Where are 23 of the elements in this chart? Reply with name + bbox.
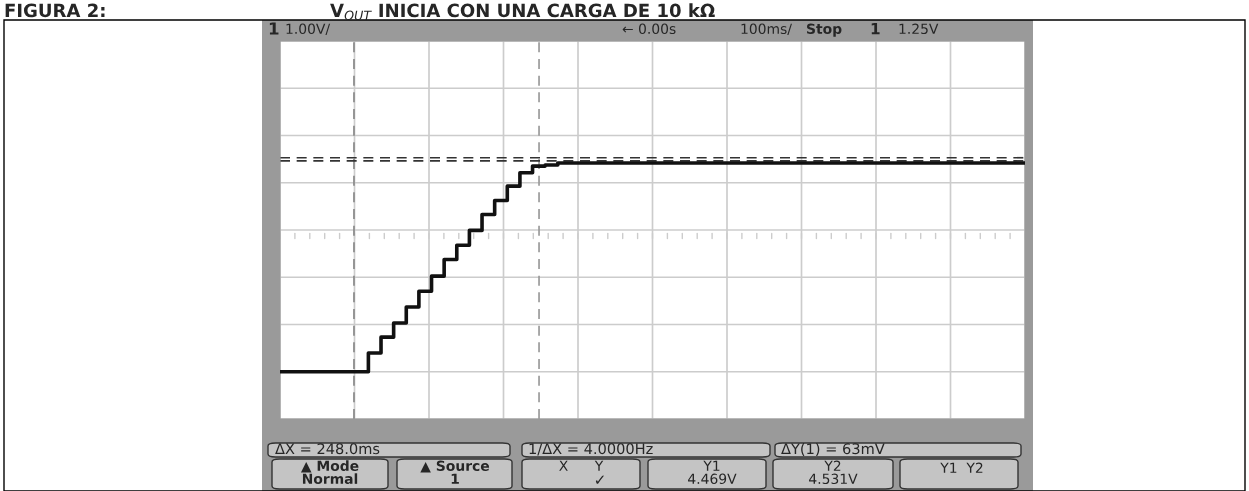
text: ▲ Source xyxy=(420,460,490,473)
text: ΔX = 248.0ms xyxy=(275,443,380,455)
text: 1.25V xyxy=(899,23,939,35)
text: Stop xyxy=(807,23,842,37)
text: X Y xyxy=(559,460,604,471)
text: 1/ΔX = 4.0000Hz xyxy=(529,443,653,456)
text: Normal xyxy=(302,473,358,485)
text: 1.00V/ xyxy=(286,23,331,36)
text: ▲ Mode xyxy=(300,460,359,473)
chart-subtitle: V$_{OUT}$ INICIA CON UNA CARGA DE 10 kΩ xyxy=(330,3,715,21)
text: ✓ xyxy=(595,475,604,484)
text: 4.469V xyxy=(688,473,737,485)
text: Y2 xyxy=(824,460,841,471)
text: ΔY(1) = 63mV xyxy=(781,442,885,456)
text: 4.531V xyxy=(809,473,858,485)
text: Y1 xyxy=(703,460,720,471)
text: 100ms/ xyxy=(741,23,792,36)
text: Y1 Y2 xyxy=(940,462,983,473)
text: ← 0.00s xyxy=(622,23,676,35)
text: 1 xyxy=(269,22,279,35)
text: 1 xyxy=(451,473,459,484)
text: 1 xyxy=(871,23,880,35)
text: FIGURA 2: xyxy=(5,3,105,18)
